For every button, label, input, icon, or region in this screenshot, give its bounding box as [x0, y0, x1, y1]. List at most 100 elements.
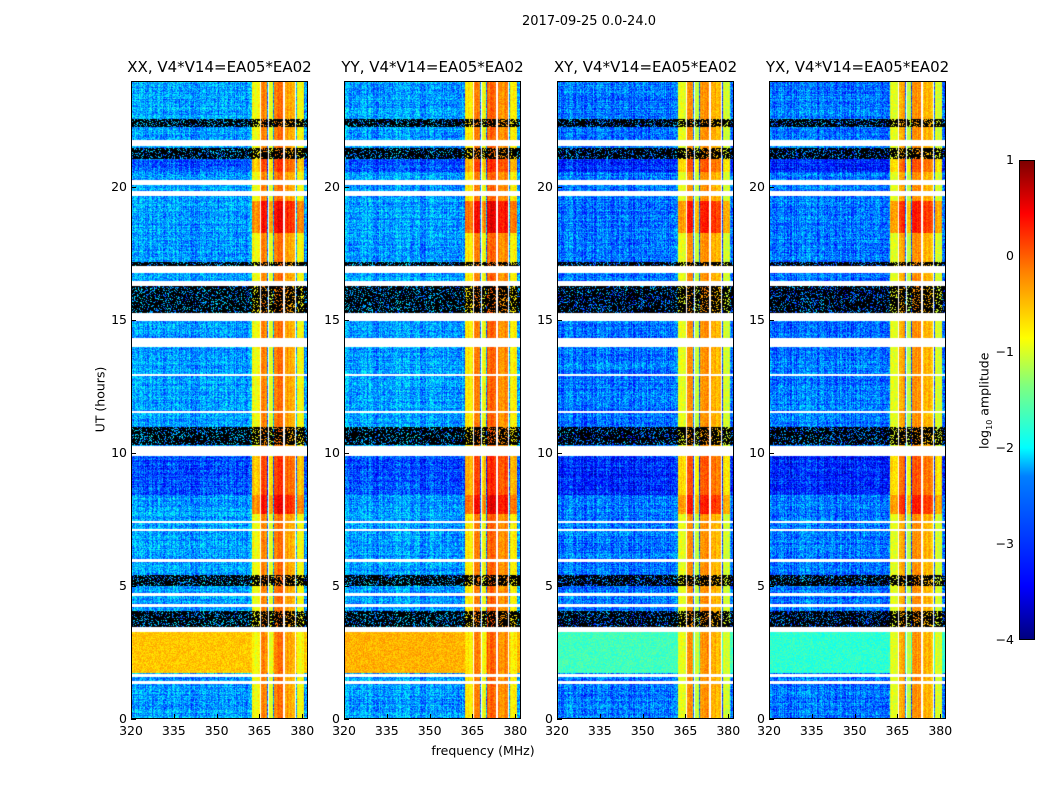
y-tick-label: 15: [324, 312, 340, 328]
heatmap-canvas: [558, 82, 733, 718]
heatmap-panel: [131, 81, 308, 719]
x-tick-mark: [302, 714, 304, 719]
y-tick-label: 20: [537, 179, 553, 195]
y-tick-label: 15: [111, 312, 127, 328]
x-axis-label: frequency (MHz): [431, 743, 535, 758]
y-tick-mark: [769, 453, 774, 455]
x-tick-mark: [811, 714, 813, 719]
x-tick-mark: [386, 714, 388, 719]
colorbar-tick-label: −2: [995, 440, 1014, 455]
x-tick-mark: [259, 714, 261, 719]
y-tick-label: 20: [111, 179, 127, 195]
y-tick-mark: [769, 320, 774, 322]
y-tick-mark: [131, 187, 136, 189]
y-tick-mark: [557, 453, 562, 455]
x-tick-mark: [429, 714, 431, 719]
heatmap-panel: [344, 81, 521, 719]
x-tick-mark: [940, 714, 942, 719]
x-tick-label: 335: [374, 723, 399, 738]
colorbar-tick-label: −4: [995, 632, 1014, 647]
x-tick-mark: [131, 714, 132, 719]
x-tick-label: 350: [630, 723, 655, 738]
x-tick-label: 335: [161, 723, 186, 738]
y-tick-mark: [557, 586, 562, 588]
y-tick-label: 20: [324, 179, 340, 195]
heatmap-panel: [557, 81, 734, 719]
y-tick-mark: [557, 320, 562, 322]
y-tick-mark: [344, 586, 349, 588]
y-tick-mark: [131, 719, 136, 720]
y-tick-mark: [344, 187, 349, 189]
x-tick-mark: [344, 714, 345, 719]
heatmap-canvas: [345, 82, 520, 718]
y-tick-mark: [131, 586, 136, 588]
x-tick-mark: [897, 714, 899, 719]
panel-title: XY, V4*V14=EA05*EA02: [553, 58, 738, 76]
y-tick-mark: [557, 719, 562, 720]
x-tick-mark: [599, 714, 601, 719]
x-tick-mark: [515, 714, 517, 719]
x-tick-mark: [769, 714, 770, 719]
y-tick-mark: [344, 719, 349, 720]
x-tick-mark: [854, 714, 856, 719]
y-tick-label: 10: [537, 445, 553, 461]
x-tick-mark: [642, 714, 644, 719]
y-tick-label: 10: [111, 445, 127, 461]
colorbar: [1019, 160, 1035, 640]
x-tick-mark: [173, 714, 175, 719]
heatmap-canvas: [770, 82, 945, 718]
x-tick-mark: [472, 714, 474, 719]
x-tick-mark: [557, 714, 558, 719]
x-tick-label: 380: [928, 723, 953, 738]
colorbar-tick-label: −1: [995, 344, 1014, 359]
x-tick-mark: [728, 714, 730, 719]
y-tick-label: 5: [545, 578, 553, 594]
y-tick-mark: [131, 320, 136, 322]
figure-title: 2017-09-25 0.0-24.0: [522, 14, 656, 29]
x-tick-label: 350: [842, 723, 867, 738]
x-tick-label: 320: [757, 723, 781, 738]
panel-title: XX, V4*V14=EA05*EA02: [127, 58, 312, 76]
y-tick-label: 5: [332, 578, 340, 594]
x-tick-label: 320: [545, 723, 569, 738]
y-axis-label: UT (hours): [92, 366, 108, 433]
colorbar-tick-label: 0: [1006, 248, 1014, 263]
colorbar-tick-label: 1: [1006, 152, 1014, 167]
x-tick-label: 365: [460, 723, 485, 738]
y-tick-mark: [344, 453, 349, 455]
colorbar-tick-label: −3: [995, 536, 1014, 551]
x-tick-label: 365: [247, 723, 272, 738]
x-tick-label: 335: [799, 723, 824, 738]
y-tick-label: 0: [545, 711, 553, 726]
x-tick-mark: [216, 714, 218, 719]
y-tick-label: 15: [749, 312, 765, 328]
y-tick-mark: [557, 187, 562, 189]
y-tick-label: 0: [332, 711, 340, 726]
y-tick-mark: [344, 320, 349, 322]
y-tick-label: 10: [749, 445, 765, 461]
panel-title: YX, V4*V14=EA05*EA02: [765, 58, 950, 76]
x-tick-label: 335: [587, 723, 612, 738]
y-tick-label: 15: [537, 312, 553, 328]
x-tick-label: 320: [332, 723, 356, 738]
y-tick-mark: [769, 586, 774, 588]
heatmap-panel: [769, 81, 946, 719]
y-tick-label: 10: [324, 445, 340, 461]
x-tick-label: 350: [204, 723, 229, 738]
x-tick-label: 350: [417, 723, 442, 738]
x-tick-label: 365: [673, 723, 698, 738]
y-tick-mark: [769, 719, 774, 720]
x-tick-label: 380: [503, 723, 528, 738]
y-tick-label: 5: [119, 578, 127, 594]
panel-title: YY, V4*V14=EA05*EA02: [341, 58, 524, 76]
x-tick-label: 380: [716, 723, 741, 738]
x-tick-mark: [685, 714, 687, 719]
y-tick-mark: [769, 187, 774, 189]
y-tick-mark: [131, 453, 136, 455]
y-tick-label: 0: [119, 711, 127, 726]
y-tick-label: 20: [749, 179, 765, 195]
x-tick-label: 365: [885, 723, 910, 738]
y-tick-label: 0: [757, 711, 765, 726]
x-tick-label: 320: [119, 723, 143, 738]
